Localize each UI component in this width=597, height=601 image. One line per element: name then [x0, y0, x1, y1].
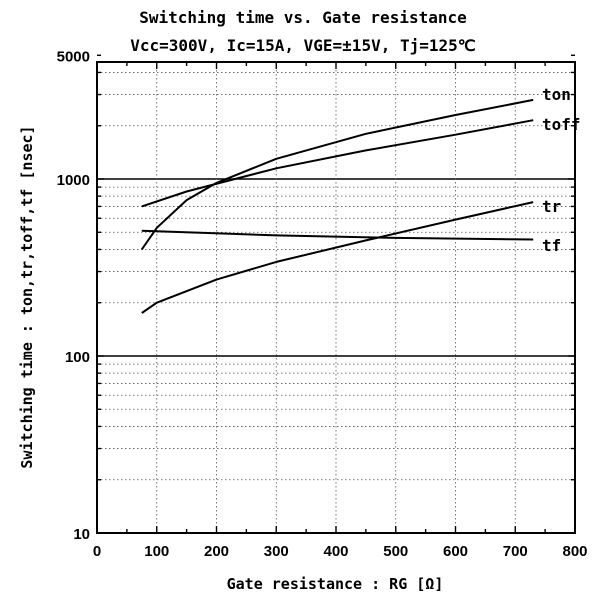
series-line-tf — [141, 229, 534, 241]
y-tick-label: 1000 — [57, 172, 90, 189]
series-line-toff — [141, 119, 534, 208]
x-tick-label: 200 — [204, 543, 229, 560]
x-tick-label: 300 — [264, 543, 289, 560]
x-axis-label: Gate resistance : RG [Ω] — [227, 575, 444, 593]
x-tick-label: 800 — [562, 543, 587, 560]
x-tick-labels: 0 100 200 300 400 500 600 700 800 — [93, 543, 588, 560]
grid — [97, 62, 575, 533]
x-tick-label: 600 — [443, 543, 468, 560]
y-axis-label: Switching time : ton,tr,toff,tf [nsec] — [18, 125, 36, 468]
series-label-tf: tf — [542, 236, 561, 255]
series-label-ton: ton — [542, 85, 571, 104]
y-tick-label: 100 — [65, 349, 90, 366]
x-tick-label: 0 — [93, 543, 101, 560]
series-label-tr: tr — [542, 197, 561, 216]
chart-title: Switching time vs. Gate resistance — [139, 8, 467, 27]
x-tick-label: 500 — [383, 543, 408, 560]
y-tick-label: 5000 — [57, 48, 90, 65]
x-tick-label: 400 — [323, 543, 348, 560]
y-tick-labels: 10 100 1000 5000 — [57, 48, 90, 543]
series-label-toff: toff — [542, 115, 581, 134]
x-tick-label: 700 — [503, 543, 528, 560]
series-group: ton toff tr tf — [140, 85, 581, 314]
chart-subtitle: Vcc=300V, Ic=15A, VGE=±15V, Tj=125℃ — [130, 36, 476, 55]
series-line-ton — [140, 98, 534, 250]
plot-frame — [96, 61, 576, 534]
x-tick-label: 100 — [144, 543, 169, 560]
y-tick-label: 10 — [73, 526, 90, 543]
series-line-tr — [141, 201, 534, 314]
